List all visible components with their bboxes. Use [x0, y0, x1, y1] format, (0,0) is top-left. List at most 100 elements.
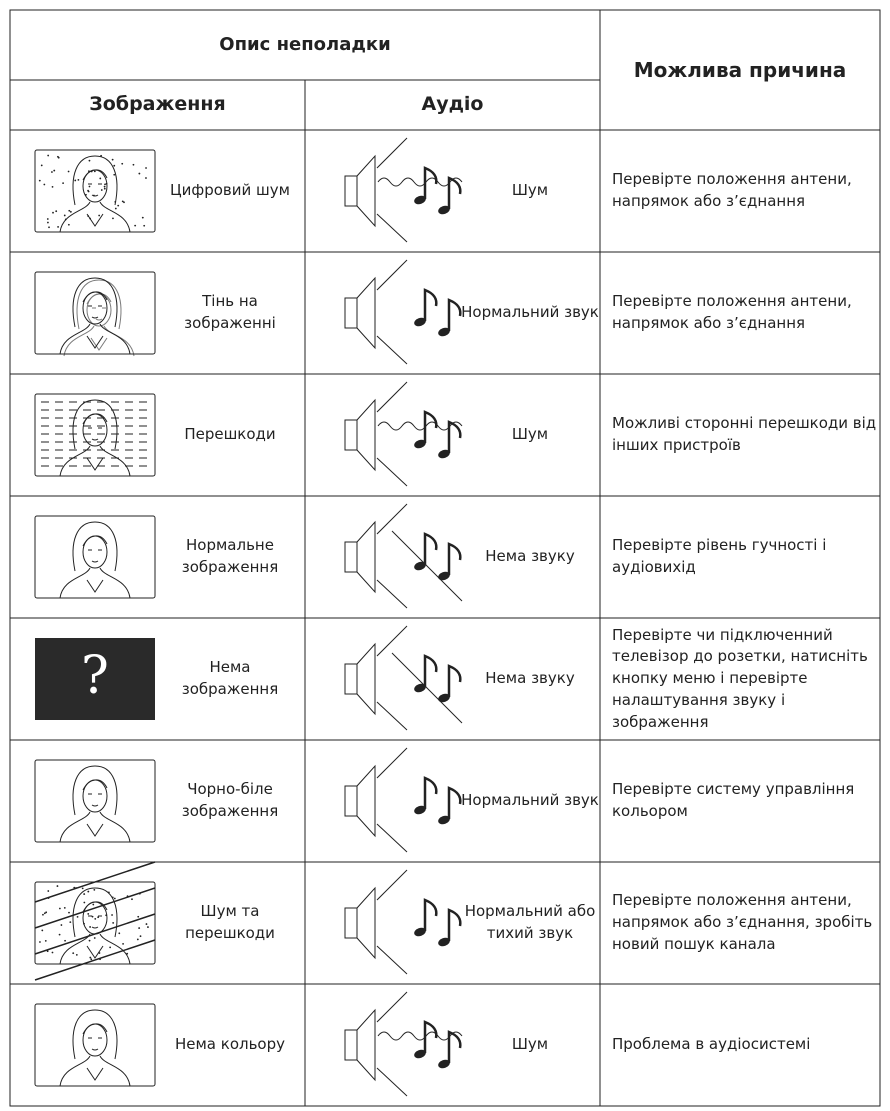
dot — [69, 921, 72, 924]
dot — [68, 911, 70, 914]
dot — [58, 933, 61, 936]
note-stem — [423, 166, 438, 199]
dot — [56, 885, 59, 887]
dot — [139, 935, 142, 938]
speaker-cone — [356, 764, 376, 838]
note-stem — [423, 776, 438, 809]
dot — [88, 939, 91, 942]
row-art — [34, 503, 463, 609]
note-head — [438, 449, 450, 459]
dot — [88, 159, 91, 162]
dot — [145, 167, 147, 169]
speaker-cone — [356, 276, 376, 350]
dot — [113, 164, 116, 167]
dot — [42, 913, 44, 916]
row-art — [34, 747, 462, 853]
dot — [60, 924, 63, 926]
hair — [76, 279, 122, 330]
dot — [53, 169, 56, 172]
sound-line — [376, 137, 408, 169]
dot — [100, 154, 103, 157]
hair — [72, 887, 118, 938]
dot — [111, 914, 113, 916]
image-label: Нормальне зображення — [181, 536, 279, 576]
diag-stripe — [34, 913, 156, 955]
speaker — [344, 297, 358, 329]
fringe — [82, 779, 108, 791]
dot — [72, 952, 75, 955]
fringe — [82, 535, 108, 547]
dot — [87, 189, 89, 192]
shoulders — [59, 567, 131, 599]
row-art — [34, 137, 463, 243]
cause-text: Перевірте положення антени, напрямок або… — [612, 891, 873, 953]
note-stem — [447, 664, 462, 697]
dot — [46, 950, 49, 953]
dot — [143, 224, 146, 227]
note-head — [414, 439, 426, 449]
note-head — [438, 205, 450, 215]
dot — [104, 183, 106, 186]
header-image: Зображення — [89, 93, 226, 116]
sound-line — [376, 747, 408, 779]
fringe — [82, 291, 108, 303]
eyes — [88, 1037, 102, 1051]
dot — [109, 946, 112, 949]
dot — [47, 221, 49, 224]
diag-stripe — [34, 887, 156, 929]
audio-label: Нема звуку — [485, 547, 575, 566]
hair — [72, 765, 118, 816]
image-label: Шум та перешкоди — [185, 902, 275, 942]
dot — [100, 189, 103, 191]
image-label: Перешкоди — [184, 425, 276, 444]
sound-line — [376, 457, 408, 487]
dot — [99, 177, 102, 180]
dot — [147, 926, 149, 928]
image-label: Тінь на зображенні — [184, 292, 276, 332]
dot — [98, 214, 101, 217]
note-head — [414, 805, 426, 815]
dot — [113, 173, 116, 176]
note-stem — [447, 298, 462, 331]
dot — [94, 917, 97, 920]
audio-label: Нормальний звук — [461, 791, 599, 810]
note-head — [414, 317, 426, 327]
row-art: ? — [35, 625, 463, 731]
dot — [46, 218, 49, 220]
dot — [118, 932, 121, 935]
audio-label: Шум — [511, 1035, 549, 1054]
sound-line — [376, 381, 408, 413]
shoulders — [59, 811, 131, 843]
note-head — [438, 571, 450, 581]
speaker-cone — [356, 398, 376, 472]
eyes — [88, 183, 102, 197]
sound-line — [376, 625, 408, 657]
note-stem — [423, 532, 438, 565]
note-head — [438, 815, 450, 825]
dot — [56, 155, 59, 158]
sound-line — [376, 701, 408, 731]
speaker — [344, 785, 358, 817]
dot — [41, 929, 44, 932]
cause-text: Перевірте положення антени, напрямок або… — [612, 292, 852, 332]
diag-stripe — [34, 939, 156, 981]
hair — [72, 521, 118, 572]
row-art — [34, 381, 463, 487]
note-head — [438, 937, 450, 947]
dot — [137, 915, 140, 918]
image-label: Нема кольору — [174, 1035, 286, 1054]
row-art — [34, 861, 462, 981]
picture-frame — [34, 759, 156, 843]
dot — [38, 179, 41, 182]
dot — [85, 193, 87, 196]
dot — [123, 201, 125, 204]
dot — [97, 916, 100, 919]
row-art — [34, 259, 462, 365]
dot — [93, 170, 96, 173]
eyes — [92, 307, 106, 321]
dot — [83, 901, 86, 904]
hair — [72, 155, 118, 206]
note-stem — [447, 908, 462, 941]
note-stem — [447, 176, 462, 209]
fringe — [82, 1023, 108, 1035]
